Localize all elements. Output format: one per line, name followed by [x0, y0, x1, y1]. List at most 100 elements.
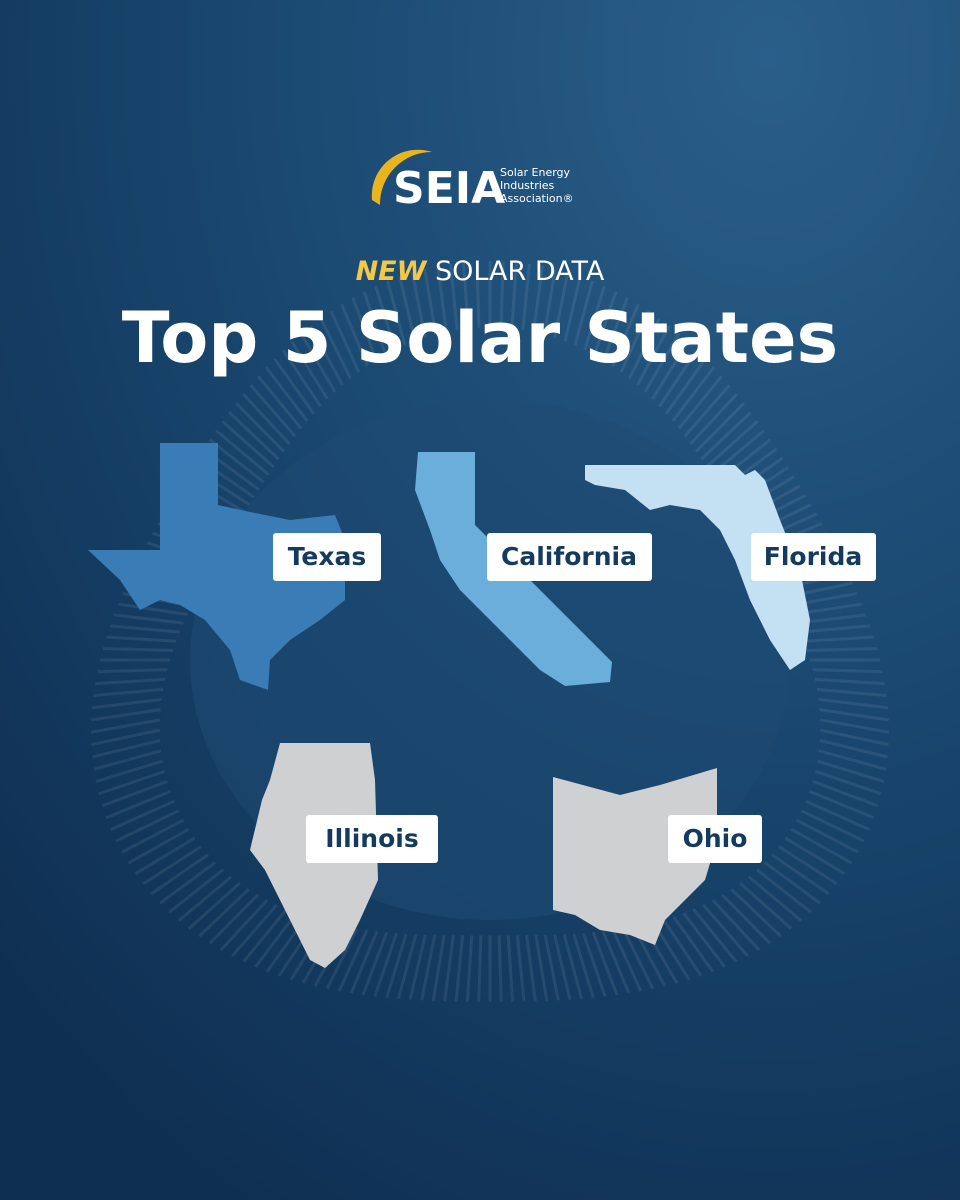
ray — [510, 262, 518, 329]
ray — [819, 728, 889, 747]
ray — [105, 789, 171, 820]
ray — [621, 927, 655, 990]
ray — [689, 393, 738, 446]
state-label: Florida — [764, 542, 863, 571]
ray — [102, 646, 174, 653]
ray — [340, 303, 369, 367]
ray — [454, 935, 465, 1002]
ray — [711, 899, 761, 951]
ray — [784, 836, 846, 875]
ray — [351, 297, 378, 361]
ray — [499, 261, 505, 328]
ray — [755, 868, 812, 914]
ray — [257, 375, 303, 430]
ray — [373, 932, 398, 997]
ray — [542, 268, 557, 335]
headline: NEW SOLAR DATA — [356, 256, 605, 287]
ohio-shape — [553, 768, 717, 945]
ray — [818, 749, 887, 771]
ray — [683, 384, 731, 438]
ray — [386, 280, 407, 346]
state-label: California — [501, 542, 637, 571]
ray — [242, 908, 288, 963]
logo-name: Solar Energy — [500, 166, 571, 179]
ray — [818, 697, 889, 710]
ray — [309, 325, 344, 386]
ray — [242, 393, 291, 446]
headline-emphasis: NEW — [356, 256, 428, 287]
ray — [816, 759, 885, 784]
ray — [142, 845, 202, 886]
label-box — [751, 533, 876, 581]
ray — [362, 291, 388, 356]
ray — [290, 341, 329, 400]
ray — [319, 317, 352, 380]
ray — [134, 836, 196, 875]
ray — [127, 827, 190, 865]
ray — [113, 613, 184, 625]
ray — [739, 882, 793, 930]
ray — [682, 912, 726, 968]
ray — [106, 635, 177, 643]
ray — [506, 935, 515, 1002]
ray — [643, 333, 681, 393]
ray — [805, 799, 870, 831]
ray — [92, 738, 161, 759]
ray — [525, 935, 537, 1002]
ray — [265, 366, 309, 423]
ray — [771, 853, 830, 895]
ray — [662, 918, 703, 977]
title: Top 5 Solar States — [122, 297, 838, 379]
ray — [692, 908, 738, 963]
ray — [299, 333, 337, 393]
ray — [109, 624, 180, 634]
ray — [177, 875, 233, 922]
ray — [90, 718, 161, 734]
ray — [819, 738, 888, 759]
ray — [677, 375, 723, 430]
ray — [374, 285, 397, 351]
ray — [497, 935, 503, 1003]
ray — [325, 927, 359, 990]
ray — [281, 349, 322, 408]
logo-acronym: SEIA — [393, 163, 505, 214]
ray — [228, 411, 280, 461]
ray — [95, 677, 166, 686]
ray — [110, 799, 175, 831]
ray — [101, 779, 168, 808]
ray — [812, 779, 879, 808]
ray — [98, 769, 166, 796]
ray — [208, 438, 265, 484]
ray — [477, 935, 483, 1003]
ray — [431, 934, 446, 1002]
ray — [730, 888, 782, 938]
ray — [187, 882, 241, 930]
ray — [705, 420, 759, 469]
ray — [636, 325, 671, 386]
ray — [778, 845, 838, 886]
ray — [700, 411, 752, 461]
ray — [97, 668, 168, 674]
ray — [408, 934, 427, 1000]
ray — [803, 635, 874, 643]
ray — [553, 934, 572, 1000]
ray — [150, 853, 209, 895]
state-label: Ohio — [683, 824, 748, 853]
ray — [436, 265, 448, 333]
ray — [420, 934, 437, 1001]
ray — [814, 677, 885, 686]
ray — [809, 789, 875, 820]
ray — [790, 827, 853, 865]
logo-name: Association® — [500, 192, 574, 205]
logo-arc — [371, 149, 432, 205]
ray — [449, 263, 459, 331]
ray — [115, 809, 180, 843]
ray — [611, 929, 643, 992]
ray — [91, 728, 161, 747]
ray — [721, 893, 772, 945]
state-label: Illinois — [325, 824, 418, 853]
ray — [273, 357, 316, 415]
ray — [91, 697, 162, 710]
ray — [93, 749, 162, 771]
ray — [423, 268, 438, 335]
